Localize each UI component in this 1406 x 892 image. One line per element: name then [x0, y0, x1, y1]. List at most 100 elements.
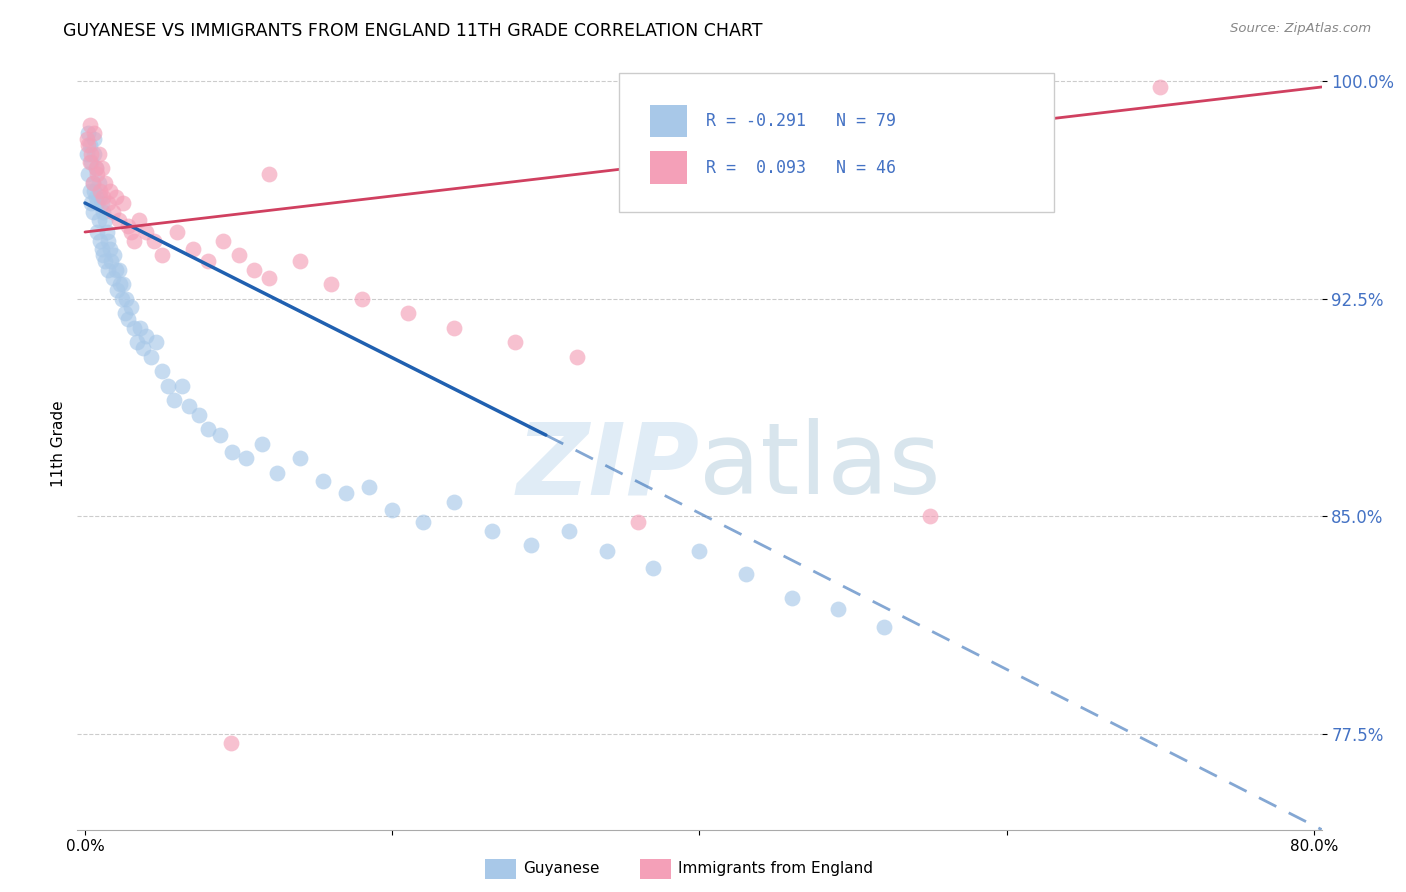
Text: Source: ZipAtlas.com: Source: ZipAtlas.com	[1230, 22, 1371, 36]
Point	[166, 225, 188, 239]
Point	[105, 283, 128, 297]
Point	[120, 301, 142, 315]
Point	[135, 329, 157, 343]
Point	[82, 176, 104, 190]
Point	[83, 132, 105, 146]
Point	[115, 292, 138, 306]
Point	[76, 132, 98, 146]
Point	[104, 262, 127, 277]
Point	[117, 312, 139, 326]
Point	[90, 196, 112, 211]
Bar	[650, 105, 688, 137]
Point	[87, 176, 110, 190]
Point	[643, 561, 665, 575]
Point	[128, 213, 150, 227]
Point	[918, 509, 941, 524]
Point	[117, 219, 139, 234]
Point	[179, 399, 201, 413]
Point	[688, 544, 710, 558]
Point	[77, 167, 100, 181]
Point	[79, 155, 101, 169]
Point	[79, 185, 101, 199]
Point	[396, 306, 419, 320]
Point	[873, 619, 896, 633]
Point	[235, 451, 257, 466]
Point	[80, 146, 103, 161]
Point	[122, 234, 145, 248]
Point	[80, 196, 103, 211]
Point	[212, 234, 235, 248]
Point	[503, 335, 526, 350]
Point	[381, 503, 404, 517]
Point	[135, 225, 157, 239]
Point	[780, 591, 803, 605]
Point	[82, 176, 104, 190]
Point	[443, 320, 465, 334]
Point	[89, 190, 111, 204]
Point	[250, 436, 273, 450]
Point	[259, 271, 281, 285]
Point	[86, 167, 108, 181]
Point	[87, 213, 110, 227]
Point	[1149, 80, 1171, 95]
Point	[129, 320, 152, 334]
Point	[111, 292, 134, 306]
Point	[150, 364, 173, 378]
Point	[104, 190, 127, 204]
Point	[219, 735, 242, 749]
Point	[90, 243, 112, 257]
Point	[86, 196, 108, 211]
Point	[187, 408, 209, 422]
Point	[86, 225, 108, 239]
Point	[98, 243, 121, 257]
Point	[734, 567, 756, 582]
FancyBboxPatch shape	[619, 73, 1054, 212]
Point	[97, 262, 120, 277]
Point	[107, 262, 129, 277]
Point	[412, 515, 434, 529]
Point	[112, 277, 135, 292]
Point	[93, 204, 115, 219]
Point	[94, 254, 117, 268]
Point	[156, 378, 179, 392]
Point	[79, 118, 101, 132]
Point	[112, 196, 135, 211]
Point	[359, 480, 381, 494]
Point	[558, 524, 581, 538]
Text: Immigrants from England: Immigrants from England	[678, 862, 873, 876]
Point	[84, 190, 107, 204]
Point	[335, 486, 357, 500]
Text: atlas: atlas	[700, 418, 941, 516]
Point	[319, 277, 342, 292]
Point	[103, 248, 125, 262]
Point	[163, 393, 186, 408]
Point	[101, 204, 124, 219]
Point	[481, 524, 503, 538]
Point	[97, 196, 120, 211]
Point	[90, 161, 112, 176]
Point	[84, 161, 107, 176]
Point	[83, 185, 105, 199]
Text: GUYANESE VS IMMIGRANTS FROM ENGLAND 11TH GRADE CORRELATION CHART: GUYANESE VS IMMIGRANTS FROM ENGLAND 11TH…	[63, 22, 763, 40]
Point	[83, 146, 105, 161]
Point	[110, 277, 132, 292]
Point	[350, 292, 373, 306]
Point	[288, 451, 311, 466]
Point	[89, 234, 111, 248]
Point	[114, 306, 136, 320]
Point	[120, 225, 142, 239]
Point	[221, 445, 243, 459]
Point	[83, 127, 105, 141]
Point	[827, 602, 849, 616]
Text: Guyanese: Guyanese	[523, 862, 599, 876]
Point	[132, 341, 155, 355]
Bar	[650, 152, 688, 184]
Text: R =  0.093   N = 46: R = 0.093 N = 46	[706, 160, 896, 178]
Point	[101, 271, 124, 285]
Point	[84, 161, 107, 176]
Point	[565, 350, 588, 364]
Point	[96, 225, 118, 239]
Point	[97, 234, 120, 248]
Point	[87, 146, 110, 161]
Point	[79, 138, 101, 153]
